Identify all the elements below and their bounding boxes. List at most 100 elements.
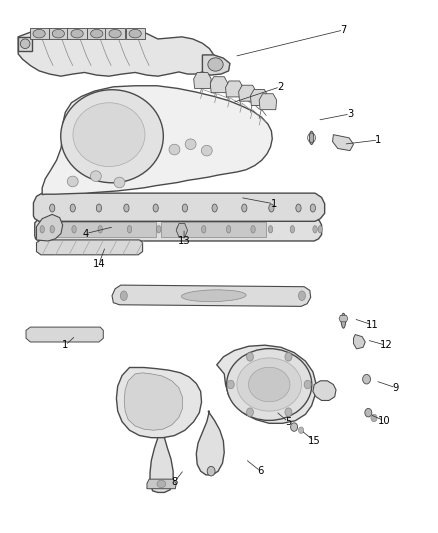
Polygon shape [26, 327, 103, 342]
Ellipse shape [268, 225, 273, 233]
Polygon shape [217, 345, 316, 423]
Ellipse shape [153, 204, 158, 212]
Ellipse shape [207, 466, 215, 476]
Text: 6: 6 [257, 466, 264, 476]
Ellipse shape [237, 358, 301, 411]
Ellipse shape [91, 29, 103, 38]
Text: 14: 14 [92, 259, 105, 269]
Ellipse shape [124, 204, 129, 212]
Ellipse shape [61, 90, 163, 183]
Ellipse shape [371, 414, 377, 422]
Ellipse shape [309, 131, 314, 144]
Ellipse shape [127, 225, 132, 233]
Ellipse shape [120, 291, 127, 301]
Ellipse shape [40, 225, 44, 233]
Polygon shape [42, 197, 314, 219]
Text: 12: 12 [379, 340, 392, 350]
Polygon shape [112, 285, 311, 306]
Ellipse shape [251, 225, 255, 233]
Text: 4: 4 [83, 229, 89, 239]
Ellipse shape [226, 349, 312, 421]
Polygon shape [49, 28, 68, 39]
Ellipse shape [290, 423, 297, 431]
Ellipse shape [181, 290, 246, 302]
Text: 11: 11 [366, 320, 379, 330]
Polygon shape [313, 381, 336, 400]
Text: 9: 9 [392, 383, 399, 393]
Polygon shape [147, 479, 176, 489]
Ellipse shape [182, 204, 187, 212]
Ellipse shape [226, 225, 231, 233]
Polygon shape [251, 90, 268, 106]
Polygon shape [106, 28, 125, 39]
Ellipse shape [313, 225, 317, 233]
Ellipse shape [67, 176, 78, 187]
Polygon shape [161, 222, 266, 237]
Ellipse shape [129, 29, 141, 38]
Ellipse shape [310, 204, 315, 212]
Text: 13: 13 [178, 236, 191, 246]
Polygon shape [226, 81, 243, 97]
Ellipse shape [285, 353, 292, 361]
Ellipse shape [52, 29, 64, 38]
Text: 1: 1 [375, 135, 381, 145]
Ellipse shape [296, 204, 301, 212]
Polygon shape [332, 135, 353, 151]
Ellipse shape [247, 408, 254, 416]
Polygon shape [239, 85, 256, 101]
Ellipse shape [50, 225, 54, 233]
Ellipse shape [70, 204, 75, 212]
Ellipse shape [177, 225, 181, 233]
Polygon shape [339, 316, 348, 322]
Polygon shape [67, 28, 87, 39]
Polygon shape [202, 55, 230, 75]
Polygon shape [33, 193, 325, 221]
Ellipse shape [178, 224, 186, 236]
Text: 1: 1 [270, 199, 277, 209]
Ellipse shape [365, 408, 372, 417]
Polygon shape [18, 30, 214, 76]
Ellipse shape [290, 225, 294, 233]
Ellipse shape [298, 427, 304, 433]
Ellipse shape [33, 29, 45, 38]
Polygon shape [117, 368, 201, 438]
Ellipse shape [71, 29, 83, 38]
Ellipse shape [208, 58, 223, 71]
Ellipse shape [247, 353, 254, 361]
Text: 8: 8 [171, 477, 177, 487]
Polygon shape [124, 373, 182, 430]
Polygon shape [194, 72, 211, 88]
Ellipse shape [109, 29, 121, 38]
Polygon shape [29, 28, 49, 39]
Ellipse shape [227, 380, 234, 389]
Ellipse shape [169, 144, 180, 155]
Polygon shape [196, 411, 224, 475]
Text: 3: 3 [347, 109, 353, 119]
Text: 7: 7 [340, 25, 346, 35]
Polygon shape [126, 28, 145, 39]
Polygon shape [35, 217, 321, 241]
Ellipse shape [96, 204, 102, 212]
Ellipse shape [114, 177, 125, 188]
Polygon shape [176, 223, 187, 237]
Ellipse shape [157, 480, 166, 488]
Text: 10: 10 [378, 416, 390, 426]
Ellipse shape [304, 380, 311, 389]
Ellipse shape [285, 408, 292, 416]
Polygon shape [36, 214, 63, 241]
Ellipse shape [341, 313, 346, 328]
Polygon shape [42, 86, 272, 195]
Ellipse shape [212, 204, 217, 212]
Text: 1: 1 [62, 340, 68, 350]
Polygon shape [150, 438, 173, 492]
Ellipse shape [201, 225, 206, 233]
Ellipse shape [363, 374, 371, 384]
Text: 2: 2 [277, 82, 283, 92]
Polygon shape [87, 28, 106, 39]
Ellipse shape [201, 146, 212, 156]
Polygon shape [210, 77, 228, 93]
Text: 15: 15 [308, 436, 321, 446]
Ellipse shape [269, 204, 274, 212]
Polygon shape [52, 222, 155, 237]
Ellipse shape [298, 291, 305, 301]
